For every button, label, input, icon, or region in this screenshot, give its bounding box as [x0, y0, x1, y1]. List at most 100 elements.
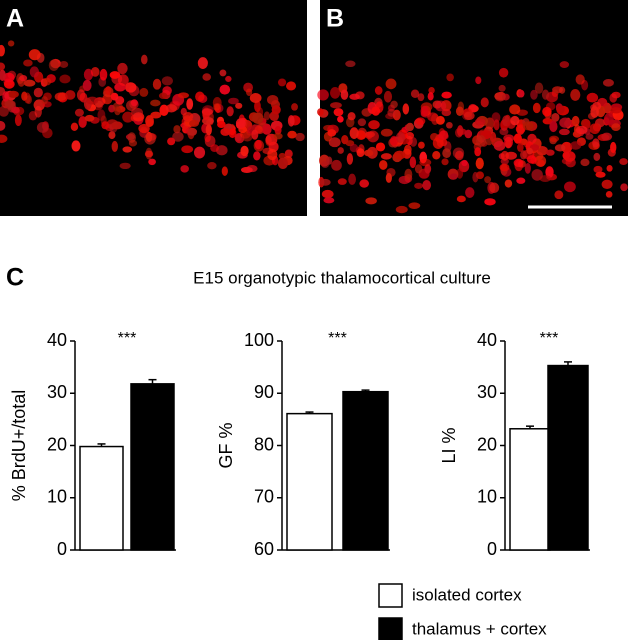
cell [273, 132, 283, 140]
cell [363, 149, 374, 157]
cell [326, 156, 333, 165]
cell [261, 123, 272, 135]
cell [0, 44, 5, 57]
cell [542, 117, 553, 125]
cell [545, 149, 555, 156]
cell [187, 127, 198, 136]
cell [202, 73, 212, 81]
cell [122, 146, 133, 153]
cell [253, 151, 261, 161]
cell [144, 132, 156, 145]
cell [551, 113, 560, 122]
cell [197, 57, 208, 69]
cell [375, 142, 386, 152]
cell [349, 143, 359, 153]
cell [484, 176, 492, 184]
cell [295, 132, 305, 142]
cell [586, 92, 599, 103]
cell [559, 117, 572, 128]
cell [491, 112, 501, 123]
cell [446, 73, 454, 82]
cell [365, 197, 377, 205]
cell [513, 158, 524, 168]
legend-swatch [378, 583, 403, 608]
cell [454, 150, 464, 161]
cell [251, 129, 259, 140]
cell [404, 144, 412, 155]
y-tick-label: 30 [477, 382, 497, 402]
cell [7, 90, 19, 98]
cell [216, 145, 228, 156]
cell [235, 118, 246, 129]
cell [563, 151, 576, 162]
cell [564, 181, 576, 193]
y-tick-label: 10 [477, 487, 497, 507]
cell [554, 190, 564, 200]
cell [337, 178, 347, 185]
cell [420, 105, 429, 117]
cell [474, 118, 486, 126]
cell [139, 87, 149, 97]
cell [161, 76, 173, 86]
cell [526, 155, 537, 164]
cell [337, 147, 344, 154]
y-axis-label: LI % [439, 427, 459, 463]
cell [278, 152, 286, 160]
cell [347, 112, 356, 121]
legend-label: thalamus + cortex [412, 619, 547, 638]
cell [28, 49, 41, 61]
cell [23, 79, 36, 87]
cell [609, 93, 618, 103]
cell [207, 162, 217, 170]
cell [33, 87, 43, 98]
cell [167, 137, 176, 146]
cell [108, 131, 116, 140]
bar [79, 445, 124, 551]
cell [177, 92, 190, 99]
cell [195, 91, 205, 102]
cell [414, 182, 424, 189]
cell [570, 88, 581, 101]
annotation: *** [328, 330, 347, 347]
cell [571, 115, 580, 127]
cell [611, 123, 621, 132]
cell [130, 99, 138, 107]
cell [383, 90, 393, 103]
cell [119, 162, 131, 170]
cell [548, 135, 560, 143]
cell [349, 93, 360, 100]
cell [323, 197, 335, 204]
cell [575, 74, 585, 85]
cell [249, 92, 262, 103]
cell [393, 150, 406, 160]
cell [432, 137, 444, 149]
cell [463, 111, 475, 121]
panel-label: A [6, 5, 24, 33]
cell [536, 146, 548, 156]
cell [144, 150, 154, 158]
cell [284, 149, 293, 158]
cell [277, 78, 287, 87]
cell [0, 120, 6, 131]
cell [286, 81, 297, 91]
y-tick-label: 60 [254, 539, 274, 559]
cell [82, 79, 92, 92]
cell [475, 157, 484, 170]
cell [379, 160, 388, 170]
cell [549, 120, 558, 133]
cell [340, 89, 349, 100]
cell [2, 91, 10, 102]
cell [575, 125, 588, 135]
cell [590, 106, 599, 118]
cell [437, 132, 449, 141]
cell [150, 99, 161, 107]
cell [408, 202, 421, 209]
cell [601, 132, 613, 141]
cell [415, 117, 426, 126]
cell [585, 133, 594, 140]
y-tick-label: 90 [254, 382, 274, 402]
cell [593, 165, 603, 174]
cell [542, 106, 552, 117]
cell [21, 91, 28, 101]
cell [539, 175, 552, 182]
